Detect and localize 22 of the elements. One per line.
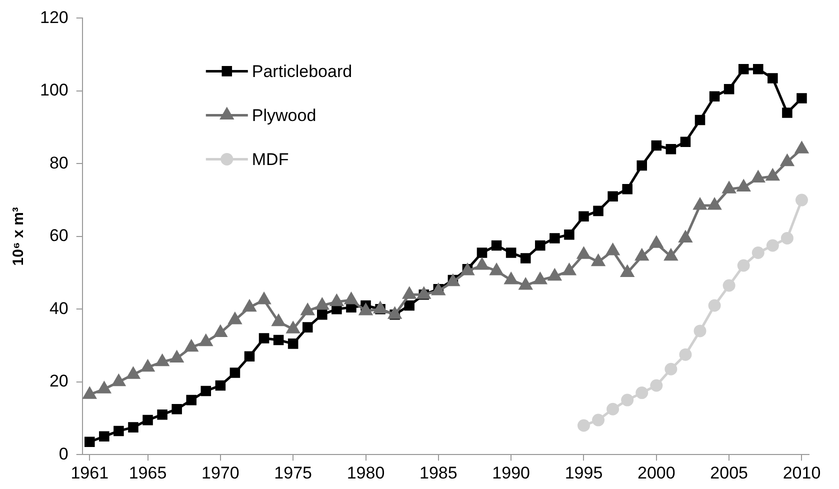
x-tick-label: 2005 bbox=[710, 463, 748, 482]
legend-label: Plywood bbox=[252, 106, 316, 125]
y-tick-label: 80 bbox=[49, 153, 68, 172]
x-tick-label: 1990 bbox=[492, 463, 530, 482]
y-tick-label: 120 bbox=[40, 8, 68, 27]
y-tick-label: 20 bbox=[49, 372, 68, 391]
x-tick-label: 1965 bbox=[128, 463, 167, 482]
y-tick-label: 0 bbox=[58, 444, 68, 464]
x-tick-label: 1961 bbox=[70, 463, 109, 482]
x-tick-label: 2000 bbox=[637, 463, 676, 482]
y-axis-title: 10⁶ x m³ bbox=[10, 207, 28, 266]
x-tick-label: 1975 bbox=[274, 463, 312, 482]
x-tick-label: 1980 bbox=[346, 463, 385, 482]
x-tick-label: 1995 bbox=[564, 463, 603, 482]
x-tick-label: 1970 bbox=[202, 463, 240, 482]
legend-label: Particleboard bbox=[252, 62, 352, 81]
legend-label: MDF bbox=[252, 150, 289, 169]
y-tick-label: 40 bbox=[49, 298, 68, 318]
x-tick-label: 1985 bbox=[420, 463, 458, 482]
y-tick-label: 60 bbox=[49, 226, 68, 246]
x-tick-label: 2010 bbox=[782, 463, 821, 482]
y-tick-label: 100 bbox=[40, 80, 68, 100]
